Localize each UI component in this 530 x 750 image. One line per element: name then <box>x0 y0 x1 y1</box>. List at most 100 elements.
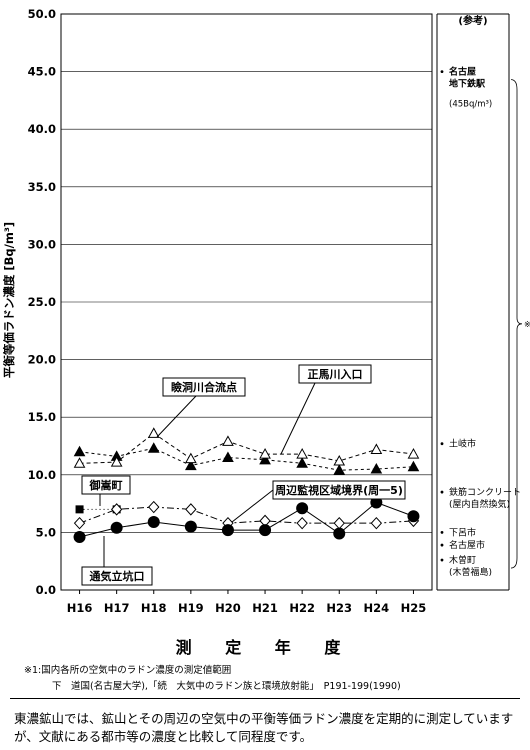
data-point <box>370 463 383 474</box>
x-tick-label: H25 <box>401 601 427 615</box>
callout-box <box>162 377 246 397</box>
reference-point <box>440 558 444 562</box>
grid <box>60 13 433 594</box>
reference-title: (参考) <box>458 14 487 27</box>
y-tick-label: 30.0 <box>28 237 56 251</box>
callout-line <box>231 489 274 523</box>
data-point <box>73 516 86 530</box>
data-point <box>370 443 383 454</box>
data-point <box>73 531 86 544</box>
data-point <box>296 502 309 515</box>
y-axis-label: 平衡等価ラドン濃度 [Bq/m³] <box>2 222 16 378</box>
radon-chart: 0.0 5.0 10.0 15.0 20.0 25.0 30.0 35.0 40.0 45.0 50… <box>2 7 530 615</box>
callout-box <box>298 364 372 384</box>
reference-sub: (45Bq/m³) <box>449 100 492 110</box>
data-point <box>407 448 420 459</box>
reference-label: 下呂市 <box>449 526 476 538</box>
data-point <box>110 521 123 534</box>
range-brace <box>510 79 523 569</box>
annotation-label: 通気立坑口 <box>90 569 145 583</box>
data-point <box>148 500 160 514</box>
data-point <box>222 435 234 446</box>
data-point <box>407 460 420 472</box>
callout-box <box>272 480 406 500</box>
data-point <box>222 451 234 463</box>
data-point <box>333 464 346 475</box>
data-point <box>333 454 346 466</box>
y-tick-label: 45.0 <box>28 65 56 79</box>
reference-point <box>440 442 444 446</box>
data-point <box>73 457 86 468</box>
data-point <box>185 452 197 464</box>
y-tick-label: 20.0 <box>28 353 56 367</box>
data-point <box>185 459 197 471</box>
reference-label: 名古屋市 <box>449 539 485 551</box>
reference-label: 鉄筋コンクリート <box>449 486 521 498</box>
data-point <box>75 505 84 514</box>
reference-label: 地下鉄駅 <box>449 78 486 90</box>
annotation-label: 御嵩町 <box>89 478 123 492</box>
y-tick-label: 0.0 <box>36 583 56 597</box>
footnote-line-2: 下 道国(名古屋大学),「続 大気中のラドン族と環境放射能」 P191-199(… <box>52 681 401 692</box>
y-tick-label: 5.0 <box>36 525 56 539</box>
footnote-line-1: ※1:国内各所の空気中のラドン濃度の測定値範囲 <box>24 665 232 676</box>
data-point <box>221 524 234 537</box>
data-point <box>333 516 345 530</box>
x-axis-title: 測 定 年 度 <box>175 638 355 657</box>
series-line <box>79 501 414 538</box>
x-tick-labels: H16 H17 H18 H19 H20 H21 H22 H23 H24 H25 <box>67 601 427 615</box>
data-point <box>184 520 197 533</box>
y-tick-label: 35.0 <box>28 180 56 194</box>
data-point <box>147 516 160 529</box>
callout-line <box>280 382 316 455</box>
data-point <box>147 427 160 438</box>
reference-label: 木曽町 <box>449 554 476 566</box>
series-line <box>79 447 414 471</box>
data-point <box>407 510 420 523</box>
series-line <box>79 432 414 464</box>
reference-point <box>440 490 444 494</box>
reference-label: 名古屋 <box>449 66 476 78</box>
data-point <box>333 527 346 540</box>
data-point <box>259 448 271 459</box>
x-tick-label: H17 <box>104 601 130 615</box>
callout-line <box>156 395 197 438</box>
data-point <box>73 445 86 457</box>
x-tick-label: H23 <box>326 601 352 615</box>
data-point <box>296 457 308 468</box>
y-tick-label: 40.0 <box>28 122 56 136</box>
series-lines <box>79 432 414 538</box>
data-point <box>296 448 308 459</box>
range-mark: ※1 <box>524 320 530 329</box>
data-point <box>259 524 272 537</box>
data-point <box>110 456 123 467</box>
y-tick-label: 25.0 <box>28 295 56 309</box>
callout-box <box>81 566 153 586</box>
data-point <box>185 503 197 516</box>
annotation-label: 正馬川入口 <box>308 368 363 381</box>
y-tick-label: 50.0 <box>28 7 56 21</box>
data-point <box>110 503 123 516</box>
data-point <box>370 516 383 530</box>
data-point <box>296 516 308 530</box>
reference-point <box>440 543 444 547</box>
annotation-label: 周辺監視区域境界(周一5) <box>275 483 403 497</box>
x-tick-label: H20 <box>215 601 241 615</box>
x-tick-label: H19 <box>178 601 204 615</box>
reference-label: (屋内自然換気) <box>449 498 510 510</box>
reference-label: (木曽福島) <box>449 566 492 578</box>
annotation-label: 瞼洞川合流点 <box>171 380 237 394</box>
x-tick-label: H18 <box>141 601 167 615</box>
y-tick-label: 10.0 <box>28 468 56 482</box>
reference-label: 土岐市 <box>449 438 476 450</box>
x-tick-label: H24 <box>364 601 390 615</box>
y-tick-label: 15.0 <box>28 410 56 424</box>
x-tick-label: H22 <box>289 601 315 615</box>
callout-box <box>81 475 131 495</box>
x-tick-label: H16 <box>67 601 93 615</box>
data-point <box>147 442 160 453</box>
reference-point <box>440 531 444 534</box>
y-tick-labels: 0.0 5.0 10.0 15.0 20.0 25.0 30.0 35.0 40.0 45.0 50… <box>28 7 56 597</box>
